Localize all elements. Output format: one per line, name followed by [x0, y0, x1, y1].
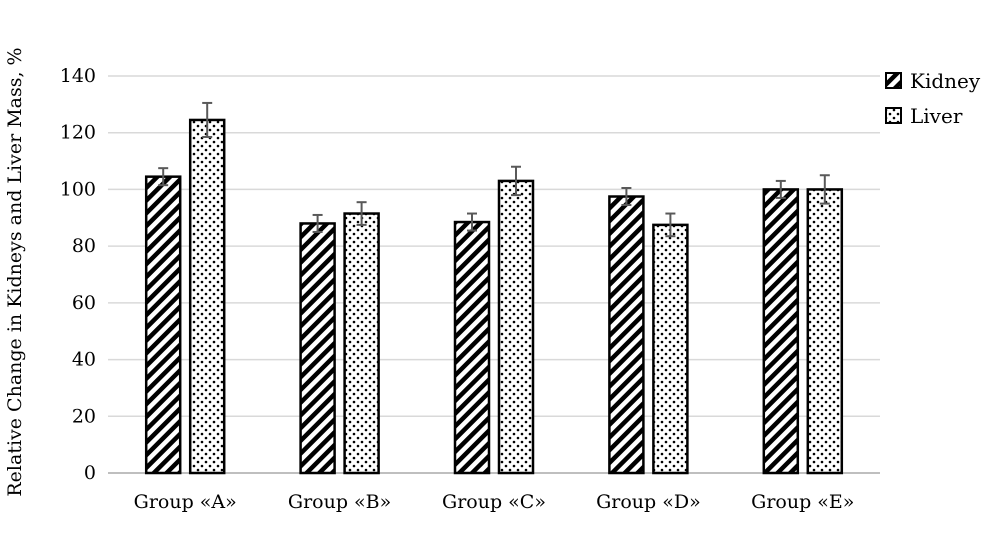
bar-kidney	[144, 175, 182, 475]
gridlines	[108, 75, 880, 474]
error-bar-kidney	[158, 167, 169, 187]
bar-liver	[806, 188, 844, 475]
y-tick-label: 100	[60, 178, 96, 200]
y-tick-label: 0	[84, 462, 96, 484]
y-tick-label: 20	[72, 405, 96, 427]
bar-liver	[343, 212, 380, 475]
error-bar-liver	[511, 165, 521, 197]
legend-swatch	[885, 107, 902, 124]
bar-kidney	[762, 188, 800, 475]
x-category-label: Group «A»	[134, 491, 237, 513]
x-category-label: Group «D»	[596, 491, 701, 513]
y-tick-label: 80	[72, 235, 96, 257]
legend-item-liver: Liver	[885, 104, 963, 128]
x-category-label: Group «E»	[751, 491, 854, 513]
error-bars-group	[158, 101, 830, 238]
x-category-label: Group «B»	[288, 491, 391, 513]
bar-liver	[497, 179, 535, 475]
error-bar-kidney	[621, 187, 632, 207]
legend-label: Liver	[910, 104, 963, 128]
bar-kidney	[608, 195, 645, 475]
bar-kidney	[299, 222, 336, 475]
error-bar-liver	[356, 201, 367, 226]
legend: Kidney Liver	[885, 69, 981, 128]
legend-item-kidney: Kidney	[885, 69, 981, 93]
y-tick-label: 60	[72, 292, 96, 314]
error-bar-liver	[819, 174, 830, 205]
error-bar-kidney	[467, 212, 477, 232]
bars-group	[144, 118, 844, 475]
y-tick-label: 120	[60, 122, 96, 144]
x-axis-labels: Group «A» Group «B» Group «C» Group «D» Grou…	[134, 491, 855, 513]
y-axis-ticks: 0 20 40 60 80 100 120 140	[60, 65, 96, 484]
error-bar-liver	[202, 101, 213, 138]
bar-kidney	[453, 220, 491, 475]
error-bar-kidney	[775, 179, 786, 199]
bar-liver	[652, 223, 689, 475]
x-category-label: Group «C»	[442, 491, 546, 513]
y-tick-label: 140	[60, 65, 96, 87]
legend-swatch	[885, 72, 902, 89]
error-bar-liver	[665, 212, 676, 238]
error-bar-kidney	[312, 213, 323, 233]
y-tick-label: 40	[72, 349, 96, 371]
legend-label: Kidney	[910, 69, 981, 93]
bar-liver	[188, 118, 226, 475]
y-axis-title: Relative Change in Kidneys and Liver Mas…	[4, 47, 26, 496]
